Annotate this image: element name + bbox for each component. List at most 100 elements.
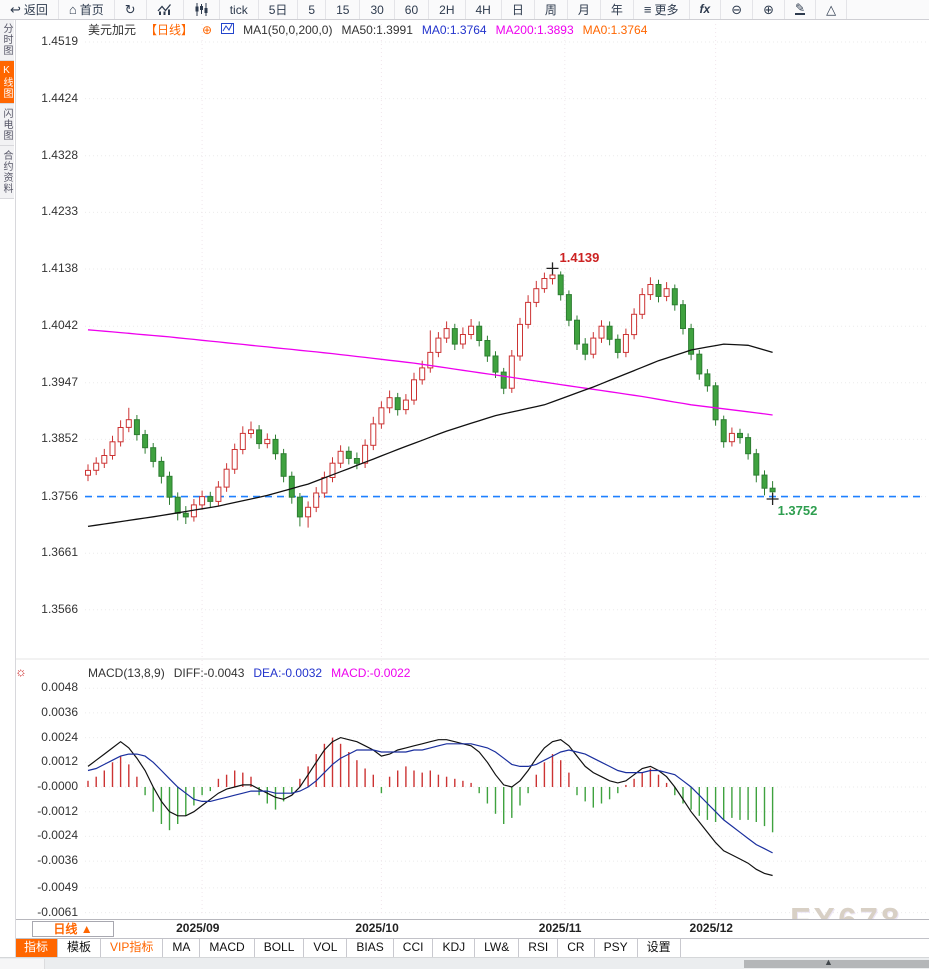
high-price-annotation: 1.4139 xyxy=(559,250,600,266)
x-axis-labels: 日线 ▲ 2025/09 2025/10 2025/11 2025/12 xyxy=(15,919,929,938)
shape-button[interactable]: △ xyxy=(816,0,848,19)
menu-icon: ≡ xyxy=(643,2,652,17)
zoomout-icon: ⊖ xyxy=(731,2,743,17)
x-axis-label: 2025/12 xyxy=(689,921,733,935)
scrollbar-thumb[interactable] xyxy=(744,957,929,968)
period-5-button-label: 5 xyxy=(308,2,316,17)
period-month-button[interactable]: 月 xyxy=(568,0,601,19)
period-30-button[interactable]: 30 xyxy=(360,0,395,19)
toolbar: ↩ 返回 ⌂ 首页 ↻ tick 5日 5 15 30 60 2H 4H 日周月年 ≡ 更多 fx ⊖ ⊕ ✎ △ xyxy=(0,0,929,20)
tab-rsi[interactable]: RSI xyxy=(519,939,559,957)
period-30-button-label: 30 xyxy=(370,2,384,17)
indicator-toggle-icon xyxy=(221,22,235,37)
candles-icon xyxy=(194,3,209,16)
period-label: 【日线】 xyxy=(145,23,194,37)
tab-psy[interactable]: PSY xyxy=(595,939,638,957)
macd-value: MACD:-0.0022 xyxy=(331,666,411,680)
period-15-button[interactable]: 15 xyxy=(326,0,361,19)
horizontal-scrollbar[interactable] xyxy=(0,957,929,969)
macd-settings-icon[interactable]: ☼ xyxy=(15,664,27,679)
period-2h-button-label: 2H xyxy=(439,2,455,17)
tab-kdj[interactable]: KDJ xyxy=(433,939,476,957)
draw-button[interactable]: ✎ xyxy=(785,0,817,19)
tab-ma[interactable]: MA xyxy=(163,939,201,957)
tab-macd[interactable]: MACD xyxy=(200,939,255,957)
x-axis-label: 2025/11 xyxy=(538,921,582,935)
x-axis-label: 2025/09 xyxy=(176,921,220,935)
home-button[interactable]: ⌂ 首页 xyxy=(59,0,115,19)
zoomin-icon: ⊕ xyxy=(763,2,774,17)
zoom-in-button[interactable]: ⊕ xyxy=(753,0,785,19)
fx-icon: fx xyxy=(699,2,711,16)
indicator-fx-button[interactable]: fx xyxy=(690,0,722,19)
period-5d-button[interactable]: 5日 xyxy=(259,0,299,19)
period-5d-button-label: 5日 xyxy=(268,3,288,17)
period-4h-button[interactable]: 4H xyxy=(466,0,502,19)
symbol-name: 美元加元 xyxy=(88,23,137,37)
triangle-icon: △ xyxy=(826,2,837,17)
sidebar: 分时图 K线图 闪电图 合约资料 xyxy=(0,19,16,957)
indicator-tabs: 指标 模板 VIP指标 MA MACD BOLL VOL BIAS CCI KDJ LW& RSI CR… xyxy=(15,938,929,958)
period-week-button[interactable]: 周 xyxy=(535,0,568,19)
period-week-button-label: 周 xyxy=(544,3,557,17)
pen-icon: ✎ xyxy=(795,1,806,15)
ma50-value: MA50:1.3991 xyxy=(341,22,413,37)
home-button-label: 首页 xyxy=(79,3,104,17)
refresh-button[interactable]: ↻ xyxy=(115,0,147,19)
line-chart-button[interactable] xyxy=(147,0,184,19)
back-button[interactable]: ↩ 返回 xyxy=(0,0,59,19)
tab-cci[interactable]: CCI xyxy=(394,939,434,957)
tab-lw[interactable]: LW& xyxy=(475,939,520,957)
sidebar-item-time-chart[interactable]: 分时图 xyxy=(0,19,14,61)
add-compare-icon: ⊕ xyxy=(202,22,213,37)
period-5-button[interactable]: 5 xyxy=(298,0,327,19)
period-4h-button-label: 4H xyxy=(475,2,491,17)
back-icon: ↩ xyxy=(10,2,21,17)
ma200-value: MA200:1.3893 xyxy=(495,22,574,37)
ma-settings: MA1(50,0,200,0) xyxy=(243,22,333,37)
tab-template[interactable]: 模板 xyxy=(58,939,102,957)
tick-button-label: tick xyxy=(229,2,248,17)
diff-value: DIFF:-0.0043 xyxy=(173,666,245,680)
tick-button[interactable]: tick xyxy=(220,0,259,19)
tab-boll[interactable]: BOLL xyxy=(255,939,305,957)
sidebar-item-contract-info[interactable]: 合约资料 xyxy=(0,146,14,199)
sidebar-item-kline-chart[interactable]: K线图 xyxy=(0,61,14,104)
main-chart-legend: 美元加元 【日线】 ⊕ MA1(50,0,200,0) MA50:1.3991 MA0:1… xyxy=(88,21,647,38)
last-price-annotation: 1.3752 xyxy=(777,502,818,518)
home-icon: ⌂ xyxy=(68,2,77,17)
period-2h-button[interactable]: 2H xyxy=(429,0,466,19)
period-day-button-label: 日 xyxy=(511,3,524,17)
period-day-button[interactable]: 日 xyxy=(502,0,535,19)
more-button-label: 更多 xyxy=(654,3,679,17)
tab-settings[interactable]: 设置 xyxy=(638,939,681,957)
tab-vip-indicator[interactable]: VIP指标 xyxy=(101,939,164,957)
ma0-value-orange: MA0:1.3764 xyxy=(582,22,648,37)
ma0-value-blue: MA0:1.3764 xyxy=(421,22,487,37)
tab-bias[interactable]: BIAS xyxy=(347,939,394,957)
period-year-button-label: 年 xyxy=(610,3,623,17)
period-year-button[interactable]: 年 xyxy=(601,0,634,19)
tab-cr[interactable]: CR xyxy=(558,939,595,957)
x-axis-label: 2025/10 xyxy=(355,921,399,935)
candle-chart-button[interactable] xyxy=(184,0,220,19)
zoom-out-button[interactable]: ⊖ xyxy=(721,0,754,19)
period-60-button-label: 60 xyxy=(404,2,419,17)
refresh-icon: ↻ xyxy=(124,2,136,17)
more-button[interactable]: ≡ 更多 xyxy=(634,0,690,19)
period-15-button-label: 15 xyxy=(336,2,350,17)
macd-legend: MACD(13,8,9) DIFF:-0.0043 DEA:-0.0032 MACD:… xyxy=(88,666,410,680)
scrollbar-corner xyxy=(0,959,45,969)
linechart-icon xyxy=(157,3,173,16)
period-60-button[interactable]: 60 xyxy=(395,0,430,19)
tab-indicator[interactable]: 指标 xyxy=(15,939,59,957)
macd-settings: MACD(13,8,9) xyxy=(88,666,165,680)
dea-value: DEA:-0.0032 xyxy=(253,666,323,680)
sidebar-item-lightning-chart[interactable]: 闪电图 xyxy=(0,104,14,146)
period-selector[interactable]: 日线 ▲ xyxy=(32,921,114,937)
tab-vol[interactable]: VOL xyxy=(304,939,348,957)
period-month-button-label: 月 xyxy=(577,3,590,17)
back-button-label: 返回 xyxy=(23,3,48,17)
